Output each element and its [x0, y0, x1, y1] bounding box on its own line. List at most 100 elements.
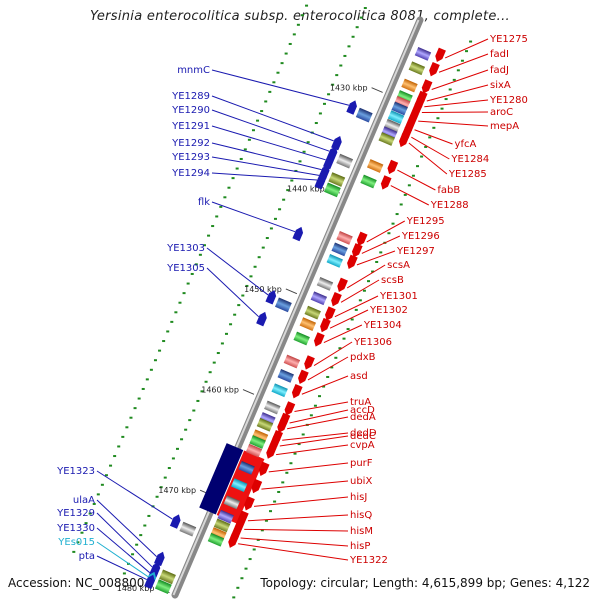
gene-label-hism[interactable]: hisM — [350, 526, 373, 537]
gene-label-mepa[interactable]: mepA — [490, 121, 519, 132]
gene-label-flk[interactable]: flk — [198, 197, 210, 208]
tick-dot — [261, 246, 265, 249]
gene-label-sixa[interactable]: sixA — [490, 80, 511, 91]
leader-line — [96, 499, 157, 557]
tick-dot — [452, 78, 456, 81]
gene-label-hisp[interactable]: hisP — [350, 541, 370, 552]
leader-line — [268, 462, 349, 473]
reverse-gene-arrow — [256, 311, 267, 327]
gene-label-ye1296[interactable]: YE1296 — [401, 231, 440, 242]
tick-dot — [428, 136, 432, 139]
gene-block — [249, 435, 266, 449]
gene-block — [304, 305, 321, 320]
gene-label-dedc[interactable]: dedC — [350, 431, 376, 442]
gene-label-asd[interactable]: asd — [350, 371, 368, 382]
tick-dot — [338, 347, 342, 350]
tick-dot — [286, 189, 290, 192]
gene-label-ye1297[interactable]: YE1297 — [396, 246, 435, 257]
gene-label-ye1323[interactable]: YE1323 — [56, 466, 95, 477]
leader-line — [96, 541, 149, 578]
gene-label-ye1330[interactable]: YE1330 — [56, 523, 95, 534]
tick-dot — [184, 428, 188, 431]
leader-line — [390, 185, 429, 206]
gene-label-ye1288[interactable]: YE1288 — [430, 200, 469, 211]
gene-label-ye1275[interactable]: YE1275 — [489, 34, 528, 45]
gene-label-ye1294[interactable]: YE1294 — [171, 168, 210, 179]
gene-label-ulaa[interactable]: ulaA — [73, 495, 95, 506]
gene-label-aroc[interactable]: aroC — [490, 107, 513, 118]
gene-label-trua[interactable]: truA — [350, 397, 371, 408]
gene-block — [323, 182, 341, 198]
tick-dot — [76, 541, 80, 544]
tick-dot — [318, 395, 322, 398]
gene-label-accd[interactable]: accD — [350, 405, 375, 416]
leader-line — [211, 69, 350, 106]
tick-dot — [305, 4, 309, 7]
leader-line — [211, 109, 330, 152]
gene-label-ye1280[interactable]: YE1280 — [489, 95, 528, 106]
gene-label-ye1285[interactable]: YE1285 — [448, 169, 487, 180]
gene-label-cvpa[interactable]: cvpA — [350, 440, 375, 451]
gene-label-ye1284[interactable]: YE1284 — [450, 154, 489, 165]
gene-label-yfca[interactable]: yfcA — [455, 139, 477, 150]
tick-dot — [292, 33, 296, 36]
tick-dot — [403, 193, 407, 196]
gene-label-ye1304[interactable]: YE1304 — [363, 320, 402, 331]
gene-label-ye1291[interactable]: YE1291 — [171, 121, 210, 132]
gene-label-ye1295[interactable]: YE1295 — [406, 216, 445, 227]
leader-line — [414, 129, 453, 145]
leader-line — [411, 136, 450, 160]
gene-label-fadi[interactable]: fadI — [490, 49, 509, 60]
gene-label-scsa[interactable]: scsA — [387, 260, 410, 271]
forward-gene-arrow — [313, 332, 325, 347]
gene-label-ye1305[interactable]: YE1305 — [166, 263, 205, 274]
gene-block — [391, 101, 408, 116]
gene-label-mnmc[interactable]: mnmC — [177, 65, 210, 76]
tick-dot — [277, 490, 281, 493]
gene-label-hisj[interactable]: hisJ — [350, 492, 367, 503]
tick-dot — [301, 433, 305, 436]
tick-dot — [297, 443, 301, 446]
gene-label-ye1292[interactable]: YE1292 — [171, 138, 210, 149]
gene-label-ye1289[interactable]: YE1289 — [171, 91, 210, 102]
gene-label-pta[interactable]: pta — [79, 551, 95, 562]
gene-label-ye1301[interactable]: YE1301 — [379, 291, 418, 302]
tick-dot — [276, 71, 280, 74]
tick-dot — [440, 107, 444, 110]
gene-label-fabb[interactable]: fabB — [437, 185, 460, 196]
gene-label-dedd[interactable]: dedD — [350, 428, 377, 439]
gene-label-pdxb[interactable]: pdxB — [350, 352, 376, 363]
gene-block — [396, 90, 413, 104]
tick-label: 1450 kbp — [244, 285, 282, 294]
leader-line — [211, 156, 320, 176]
gene-label-ye1302[interactable]: YE1302 — [369, 305, 408, 316]
gene-label-scsb[interactable]: scsB — [381, 275, 404, 286]
tick-dot — [335, 74, 339, 77]
gene-label-ye1329[interactable]: YE1329 — [56, 508, 95, 519]
gene-block — [331, 242, 348, 257]
gene-label-ubix[interactable]: ubiX — [350, 476, 372, 487]
gene-label-hisq[interactable]: hisQ — [350, 510, 372, 521]
tick-dot — [334, 356, 338, 359]
forward-gene-arrow — [356, 231, 368, 246]
gene-label-deda[interactable]: dedA — [350, 412, 376, 423]
gene-label-ye1306[interactable]: YE1306 — [353, 337, 392, 348]
gene-label-ye1303[interactable]: YE1303 — [166, 243, 205, 254]
gene-label-ye1322[interactable]: YE1322 — [349, 555, 388, 566]
tick-dot — [137, 397, 141, 400]
gene-label-yes015[interactable]: YEs015 — [57, 537, 95, 548]
gene-label-ye1293[interactable]: YE1293 — [171, 152, 210, 163]
tick-dot — [309, 414, 313, 417]
leader-line — [238, 543, 349, 561]
gene-block — [217, 509, 234, 524]
gene-block — [210, 527, 227, 541]
leader-line — [301, 375, 349, 395]
tick-dot — [347, 45, 351, 48]
gene-label-fadj[interactable]: fadJ — [490, 65, 509, 76]
leader-line — [279, 435, 349, 447]
tick-dot — [379, 251, 383, 254]
gene-label-purf[interactable]: purF — [350, 458, 373, 469]
tick-dot — [171, 457, 175, 460]
gene-label-ye1290[interactable]: YE1290 — [171, 105, 210, 116]
tick-dot — [326, 375, 330, 378]
